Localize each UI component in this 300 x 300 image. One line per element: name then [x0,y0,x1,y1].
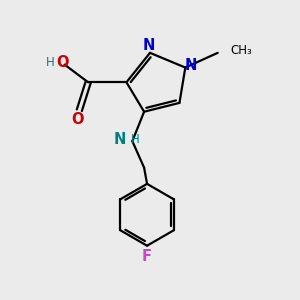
Text: N: N [114,132,126,147]
Text: H: H [131,133,140,146]
Text: N: N [184,58,197,73]
Text: N: N [142,38,155,53]
Text: O: O [56,55,68,70]
Text: CH₃: CH₃ [230,44,252,57]
Text: O: O [72,112,84,127]
Text: F: F [142,249,152,264]
Text: H: H [46,56,54,69]
